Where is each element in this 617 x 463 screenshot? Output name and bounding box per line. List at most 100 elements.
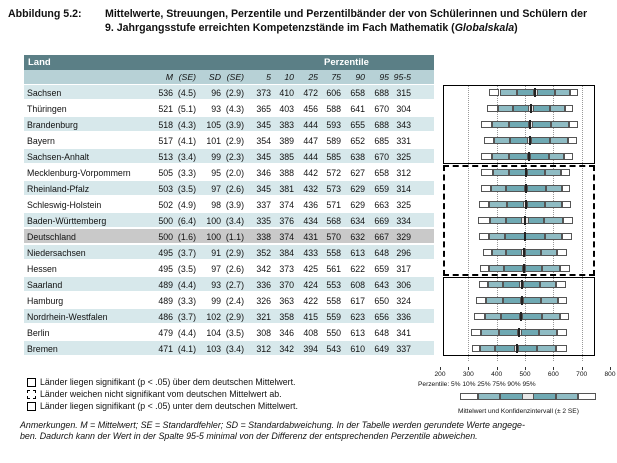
percentile-segment bbox=[489, 265, 504, 272]
table-cell: (6.4) bbox=[177, 216, 196, 226]
table-cell: 337 bbox=[396, 344, 411, 354]
table-cell: 342 bbox=[256, 264, 271, 274]
percentile-segment bbox=[481, 121, 492, 128]
table-cell: (2.7) bbox=[225, 280, 244, 290]
row-land-name: Bremen bbox=[27, 344, 58, 354]
table-cell: (5.1) bbox=[177, 104, 196, 114]
percentile-bar bbox=[440, 296, 610, 305]
table-row: Sachsen-Anhalt 513 (3.4) 99 (2.3) 345 385 444 58… bbox=[24, 149, 434, 164]
percentile-segment bbox=[480, 265, 489, 272]
table-cell: 559 bbox=[326, 312, 341, 322]
percentile-segment bbox=[545, 201, 562, 208]
axis-tick-label: 200 bbox=[434, 371, 446, 378]
row-land-name: Brandenburg bbox=[27, 120, 78, 130]
percentile-segment bbox=[483, 137, 494, 144]
mean-marker bbox=[522, 248, 525, 257]
table-cell: 335 bbox=[256, 216, 271, 226]
table-cell: 384 bbox=[279, 248, 294, 258]
table-cell: 345 bbox=[256, 120, 271, 130]
legend-item-same: Länder weichen nicht signifikant vom deu… bbox=[27, 389, 282, 400]
notes-line-1: Anmerkungen. M = Mittelwert; SE = Standa… bbox=[20, 420, 525, 430]
table-row: Hamburg 489 (3.3) 99 (2.4) 326 363 422 558 617 650… bbox=[24, 293, 434, 308]
percentile-segment bbox=[497, 105, 513, 112]
axis-tick-label: 300 bbox=[462, 371, 474, 378]
table-cell: 648 bbox=[374, 248, 389, 258]
table-cell: (4.1) bbox=[177, 344, 196, 354]
mean-marker bbox=[524, 184, 527, 193]
percentile-bar bbox=[440, 88, 610, 97]
table-cell: (2.9) bbox=[225, 248, 244, 258]
significance-group-frame bbox=[443, 85, 595, 164]
table-cell: 358 bbox=[279, 312, 294, 322]
table-cell: 606 bbox=[326, 88, 341, 98]
table-cell: 444 bbox=[303, 152, 318, 162]
table-cell: 652 bbox=[350, 136, 365, 146]
table-cell: 383 bbox=[279, 120, 294, 130]
solid-box-icon bbox=[27, 402, 36, 412]
table-row: Nordrhein-Westfalen 486 (3.7) 102 (2.9) 321 35… bbox=[24, 309, 434, 324]
column-header: 75 bbox=[331, 72, 341, 82]
table-cell: (4.4) bbox=[177, 328, 196, 338]
table-cell: 424 bbox=[303, 280, 318, 290]
table-cell: 663 bbox=[374, 200, 389, 210]
percentile-segment bbox=[568, 137, 578, 144]
table-cell: 331 bbox=[396, 136, 411, 146]
table-cell: (3.4) bbox=[225, 344, 244, 354]
table-cell: 571 bbox=[326, 200, 341, 210]
percentile-legend-bar bbox=[460, 393, 610, 401]
row-land-name: Nordrhein-Westfalen bbox=[27, 312, 108, 322]
table-cell: (3.9) bbox=[225, 120, 244, 130]
table-cell: 101 bbox=[206, 136, 221, 146]
axis-tick bbox=[610, 367, 611, 370]
table-cell: (3.5) bbox=[225, 328, 244, 338]
table-cell: 570 bbox=[326, 232, 341, 242]
percentile-bar bbox=[440, 216, 610, 225]
table-cell: 376 bbox=[279, 216, 294, 226]
percentile-bar bbox=[440, 200, 610, 209]
mean-marker bbox=[527, 152, 530, 161]
percentile-segment bbox=[540, 281, 556, 288]
percentile-legend: Perzentile: 5% 10% 25% 75% 90% 95% bbox=[418, 381, 536, 388]
significance-group-frame bbox=[443, 165, 595, 276]
table-cell: 558 bbox=[326, 296, 341, 306]
table-cell: 513 bbox=[158, 152, 173, 162]
axis-tick bbox=[468, 367, 470, 370]
table-cell: 558 bbox=[326, 248, 341, 258]
table-cell: 98 bbox=[211, 200, 221, 210]
mean-marker bbox=[520, 296, 523, 305]
percentile-segment bbox=[568, 121, 579, 128]
percentile-bar bbox=[440, 120, 610, 129]
table-cell: 315 bbox=[396, 88, 411, 98]
percentile-segment bbox=[488, 281, 504, 288]
row-land-name: Hamburg bbox=[27, 296, 64, 306]
percentile-segment bbox=[550, 137, 569, 144]
table-cell: 321 bbox=[256, 312, 271, 322]
table-cell: 658 bbox=[350, 88, 365, 98]
table-cell: 489 bbox=[158, 280, 173, 290]
table-cell: 93 bbox=[211, 280, 221, 290]
table-cell: 543 bbox=[326, 344, 341, 354]
table-cell: 572 bbox=[326, 168, 341, 178]
table-cell: 658 bbox=[374, 168, 389, 178]
percentile-segment bbox=[541, 297, 559, 304]
axis-tick bbox=[525, 367, 526, 370]
row-land-name: Sachsen-Anhalt bbox=[27, 152, 90, 162]
table-cell: 97 bbox=[211, 264, 221, 274]
row-land-name: Berlin bbox=[27, 328, 50, 338]
table-cell: 486 bbox=[158, 312, 173, 322]
table-cell: 96 bbox=[211, 88, 221, 98]
table-cell: 688 bbox=[374, 88, 389, 98]
table-cell: 593 bbox=[326, 120, 341, 130]
percentile-segment bbox=[486, 105, 498, 112]
table-cell: 97 bbox=[211, 184, 221, 194]
table-cell: 306 bbox=[396, 280, 411, 290]
table-cell: 338 bbox=[256, 232, 271, 242]
percentile-segment bbox=[493, 137, 510, 144]
table-cell: 329 bbox=[396, 232, 411, 242]
caption-line-1: Mittelwerte, Streuungen, Perzentile und … bbox=[105, 8, 588, 20]
mean-marker bbox=[524, 200, 527, 209]
table-row: Berlin 479 (4.4) 104 (3.5) 308 346 408 550 613 648… bbox=[24, 325, 434, 340]
legend-item-below: Länder liegen signifikant (p < .05) unte… bbox=[27, 401, 298, 412]
percentile-segment bbox=[489, 201, 507, 208]
table-row: Brandenburg 518 (4.3) 105 (3.9) 345 383 444 593 6… bbox=[24, 117, 434, 132]
